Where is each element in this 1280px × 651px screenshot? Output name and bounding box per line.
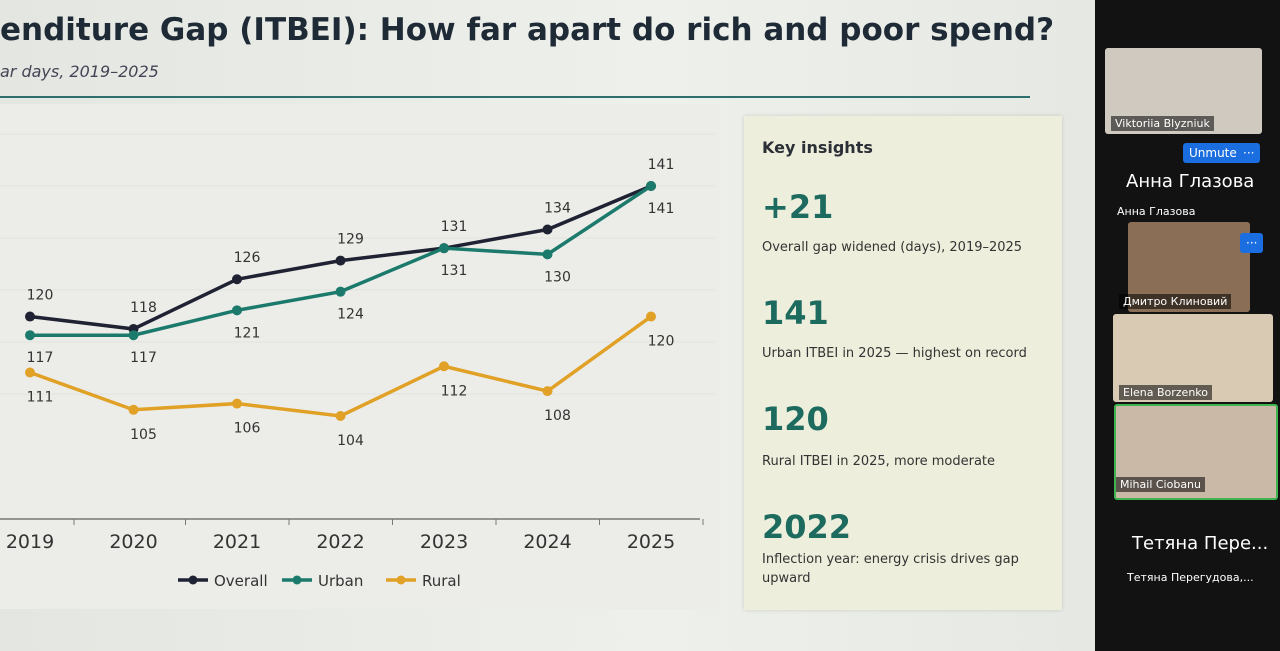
data-point xyxy=(646,311,656,322)
insight-text: Urban ITBEI in 2025 — highest on record xyxy=(762,346,1027,361)
participants-panel: Viktoriia Blyzniuk Unmute ··· Анна Глазо… xyxy=(1095,0,1280,651)
data-point xyxy=(542,386,553,397)
data-label: 117 xyxy=(27,350,54,366)
data-point xyxy=(25,330,35,341)
data-label: 121 xyxy=(234,325,261,341)
insight-value: 2022 xyxy=(762,508,852,546)
data-point xyxy=(439,243,449,254)
slide-subtitle: ar days, 2019–2025 xyxy=(0,62,159,81)
participant-name: Viktoriia Blyzniuk xyxy=(1111,116,1214,131)
legend-marker xyxy=(396,575,406,585)
legend-label: Overall xyxy=(214,572,268,590)
data-point xyxy=(335,411,346,421)
slide-title: enditure Gap (ITBEI): How far apart do r… xyxy=(0,12,1055,48)
divider xyxy=(0,96,1030,98)
data-label: 117 xyxy=(130,350,157,366)
insight-value: 120 xyxy=(762,400,829,438)
insights-panel: Key insights +21 Overall gap widened (da… xyxy=(744,116,1062,610)
data-label: 134 xyxy=(544,201,571,217)
legend-label: Rural xyxy=(422,572,461,590)
insight-value: 141 xyxy=(762,294,829,332)
x-tick-label: 2024 xyxy=(523,531,571,553)
insight-text: Overall gap widened (days), 2019–2025 xyxy=(762,240,1023,255)
data-label: 141 xyxy=(648,201,675,217)
participant-big-name: Анна Глазова xyxy=(1126,171,1255,192)
data-label: 131 xyxy=(441,263,468,279)
participant-name: Elena Borzenko xyxy=(1119,385,1213,400)
data-point xyxy=(542,224,553,235)
data-label: 124 xyxy=(337,307,364,323)
legend-label: Urban xyxy=(318,572,363,590)
participant-name: Тетяна Перегудова,... xyxy=(1127,571,1254,584)
data-point xyxy=(128,404,139,415)
data-point xyxy=(335,286,346,297)
insight-value: +21 xyxy=(762,188,834,226)
x-tick-label: 2021 xyxy=(213,531,261,553)
data-label: 131 xyxy=(441,219,468,235)
more-button[interactable]: ··· xyxy=(1240,233,1264,253)
data-point xyxy=(439,361,449,372)
data-point xyxy=(335,255,346,266)
data-label: 108 xyxy=(544,408,571,424)
x-tick-label: 2022 xyxy=(316,531,364,553)
data-point xyxy=(232,305,242,316)
x-tick-label: 2019 xyxy=(6,531,54,553)
data-point xyxy=(542,249,553,260)
data-label: 104 xyxy=(337,433,364,449)
data-label: 129 xyxy=(337,232,364,248)
insight-text: Rural ITBEI in 2025, more moderate xyxy=(762,454,996,469)
data-label: 120 xyxy=(27,288,54,304)
x-tick-label: 2025 xyxy=(627,531,675,553)
insights-heading: Key insights xyxy=(762,138,873,157)
data-label: 112 xyxy=(441,383,468,399)
participant-big-name: Тетяна Пере... xyxy=(1132,533,1269,554)
x-tick-label: 2023 xyxy=(420,531,468,553)
data-label: 105 xyxy=(130,427,157,443)
data-label: 118 xyxy=(130,300,157,316)
legend-marker xyxy=(188,575,198,585)
data-point xyxy=(646,181,656,191)
legend-marker xyxy=(292,575,302,585)
data-point xyxy=(232,274,242,285)
participant-name: Дмитро Клиновий xyxy=(1119,294,1232,309)
data-point xyxy=(232,398,242,409)
data-point xyxy=(25,367,35,378)
insight-text: Inflection year: energy crisis drives ga… xyxy=(762,552,1019,586)
data-point xyxy=(128,330,139,341)
x-tick-label: 2020 xyxy=(109,531,157,553)
data-label: 126 xyxy=(234,250,261,266)
slide: enditure Gap (ITBEI): How far apart do r… xyxy=(0,0,1095,651)
chart: 2019 2020 2021 2022 2023 2024 2025 120 118 126 129… xyxy=(0,104,720,609)
unmute-button[interactable]: Unmute xyxy=(1183,143,1243,163)
participant-name: Анна Глазова xyxy=(1117,205,1196,218)
data-label: 106 xyxy=(234,421,261,437)
data-label: 130 xyxy=(544,269,571,285)
data-point xyxy=(25,311,35,322)
data-label: 141 xyxy=(648,157,675,173)
data-label: 111 xyxy=(27,389,54,405)
participant-name: Mihail Ciobanu xyxy=(1116,477,1206,492)
data-label: 120 xyxy=(648,334,675,350)
more-button[interactable]: ··· xyxy=(1237,143,1261,163)
